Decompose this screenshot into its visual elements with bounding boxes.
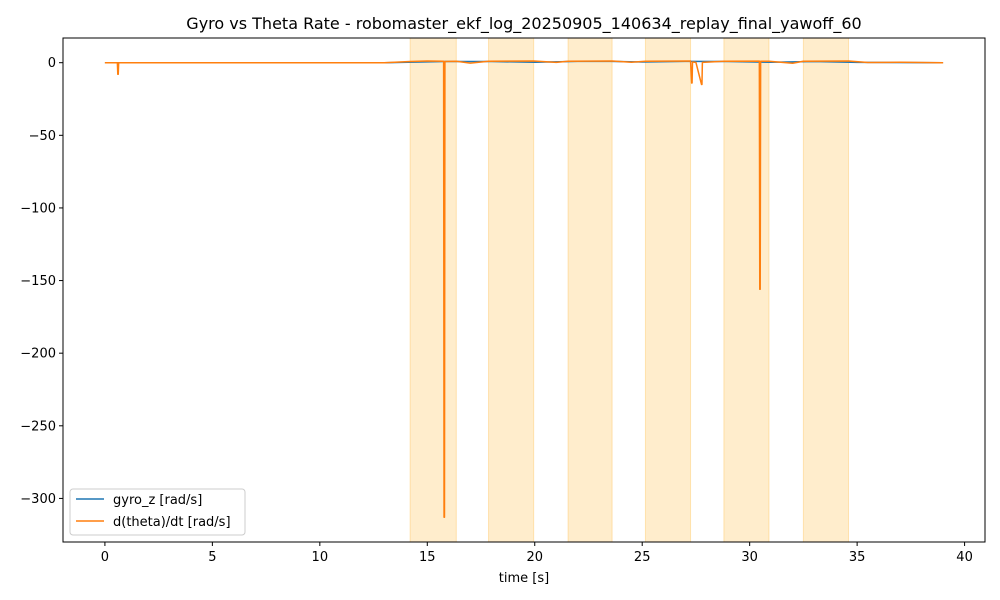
y-tick-label-300: −300 [20,492,56,507]
legend-label-gyro-z: gyro_z [rad/s] [113,493,202,508]
series-line-dtheta-dt [104,60,944,519]
y-axis-ticks: 0 −50 −100 −150 −200 −250 −300 [20,56,63,507]
x-tick-label-10: 10 [312,550,329,565]
shaded-region-1 [409,37,457,543]
y-tick-label-150: −150 [20,274,56,289]
y-tick-label-200: −200 [20,347,56,362]
y-tick-label-0: 0 [48,56,56,71]
x-tick-label-35: 35 [849,550,866,565]
series-lines [104,60,944,519]
x-tick-label-15: 15 [419,550,436,565]
x-tick-label-30: 30 [741,550,758,565]
x-tick-label-20: 20 [526,550,543,565]
y-tick-label-100: −100 [20,201,56,216]
x-tick-label-40: 40 [956,550,973,565]
legend-box [69,488,246,536]
y-tick-label-50: −50 [29,129,56,144]
plot-area: 0 5 10 15 20 25 30 35 40 0 −50 −100 −150 −200 −250 −30… [20,37,986,565]
x-tick-label-5: 5 [208,550,216,565]
legend: gyro_z [rad/s] d(theta)/dt [rad/s] [69,488,246,536]
x-axis-ticks: 0 5 10 15 20 25 30 35 40 [101,542,973,565]
x-tick-label-25: 25 [634,550,651,565]
shaded-region-4 [644,37,692,543]
axes-frame [62,37,986,543]
shaded-region-3 [567,37,613,543]
shaded-regions [409,37,850,543]
x-tick-label-0: 0 [101,550,109,565]
shaded-region-6 [802,37,850,543]
y-tick-label-250: −250 [20,419,56,434]
x-axis-label: time [s] [499,571,549,586]
shaded-region-2 [488,37,535,543]
legend-label-dtheta-dt: d(theta)/dt [rad/s] [113,515,231,530]
shaded-region-5 [723,37,770,543]
chart-title: Gyro vs Theta Rate - robomaster_ekf_log_… [186,14,861,34]
